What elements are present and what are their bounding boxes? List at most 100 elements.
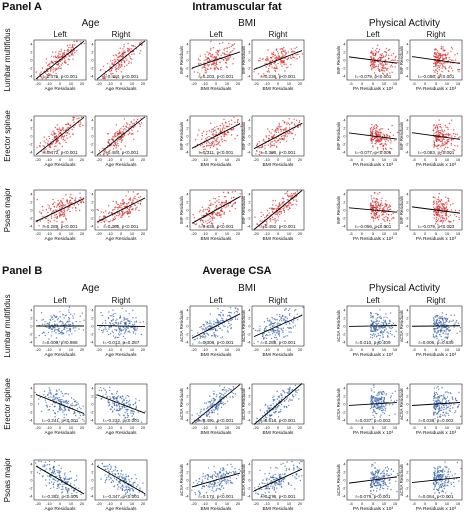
y-tick-label: 4	[343, 308, 345, 312]
y-tick-label: -4	[185, 150, 188, 154]
data-point	[286, 199, 288, 201]
data-point	[282, 209, 285, 211]
data-point	[230, 134, 233, 136]
data-point	[211, 56, 213, 58]
x-tick-label: 0	[277, 82, 279, 86]
data-point	[44, 399, 46, 401]
x-tick-label: -10	[202, 348, 208, 352]
y-tick-label: 2	[186, 50, 188, 54]
y-tick-label: -4	[90, 224, 93, 228]
data-point	[435, 65, 437, 68]
data-point	[122, 335, 125, 338]
data-point	[211, 59, 213, 61]
data-point	[56, 398, 59, 400]
data-point	[444, 337, 446, 339]
data-point	[381, 66, 383, 69]
data-point	[456, 52, 458, 55]
data-point	[448, 321, 450, 323]
data-point	[278, 319, 281, 322]
data-point	[112, 331, 114, 334]
data-point	[374, 49, 377, 52]
data-point	[292, 54, 294, 57]
data-point	[298, 389, 300, 391]
data-point	[193, 71, 196, 73]
data-point	[221, 140, 224, 143]
data-point	[64, 315, 67, 317]
y-tick-label: 2	[30, 394, 32, 398]
data-point	[274, 130, 276, 132]
data-point	[66, 199, 69, 202]
data-point	[70, 49, 73, 51]
data-point	[273, 395, 275, 397]
data-point	[135, 398, 137, 400]
data-point	[280, 48, 283, 50]
data-point	[213, 398, 215, 400]
data-point	[118, 407, 121, 409]
data-point	[50, 74, 52, 76]
data-point	[442, 139, 444, 141]
data-point	[51, 331, 53, 333]
x-tick-label: 0	[59, 82, 61, 86]
data-point	[220, 311, 222, 314]
data-point	[62, 215, 65, 217]
data-point	[448, 198, 450, 200]
data-point	[108, 333, 110, 336]
data-point	[271, 128, 274, 131]
data-point	[73, 413, 75, 415]
data-point	[221, 129, 224, 131]
data-point	[281, 52, 283, 54]
data-point	[273, 62, 275, 65]
data-point	[437, 329, 440, 332]
data-point	[98, 389, 101, 391]
data-point	[120, 321, 122, 323]
data-point	[390, 214, 393, 216]
x-tick-label: 20	[236, 232, 240, 236]
data-point	[225, 396, 228, 398]
data-point	[442, 46, 444, 48]
data-point	[369, 202, 372, 205]
data-point	[132, 403, 134, 406]
data-point	[290, 399, 292, 401]
data-point	[267, 70, 270, 72]
data-point	[278, 124, 281, 126]
data-point	[121, 210, 123, 213]
data-point	[441, 54, 443, 56]
data-point	[441, 57, 444, 59]
data-point	[43, 140, 45, 142]
data-point	[116, 318, 118, 320]
y-tick-label: 2	[91, 394, 93, 398]
data-point	[436, 67, 439, 70]
data-point	[119, 213, 121, 216]
data-point	[114, 58, 116, 61]
data-point	[58, 128, 60, 131]
x-tick-label: -10	[264, 348, 270, 352]
x-tick-label: 20	[80, 348, 84, 352]
data-point	[120, 71, 123, 73]
data-point	[273, 207, 275, 210]
data-point	[72, 207, 74, 209]
data-point	[217, 136, 219, 139]
data-point	[49, 391, 52, 393]
data-point	[195, 421, 197, 423]
data-point	[116, 399, 118, 401]
data-point	[215, 329, 217, 331]
data-point	[68, 208, 70, 210]
data-point	[117, 333, 120, 335]
data-point	[135, 120, 138, 123]
data-point	[117, 145, 120, 147]
data-point	[225, 58, 227, 60]
data-point	[265, 334, 267, 337]
data-point	[66, 127, 69, 129]
data-point	[440, 321, 442, 323]
data-point	[57, 317, 59, 320]
data-point	[445, 319, 447, 321]
data-point	[233, 196, 235, 198]
data-point	[132, 50, 134, 53]
data-point	[210, 409, 213, 412]
data-point	[370, 67, 373, 69]
data-point	[131, 409, 134, 411]
data-point	[58, 131, 60, 133]
data-point	[35, 337, 37, 339]
